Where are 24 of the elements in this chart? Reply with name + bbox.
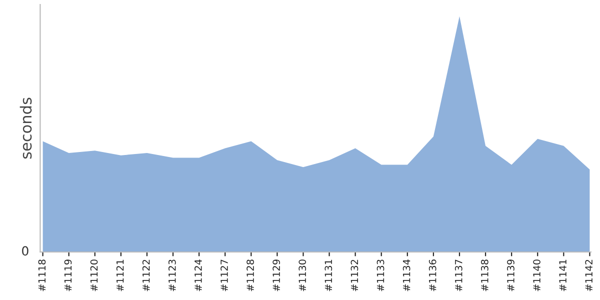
x-tick-label: #1122 (142, 260, 150, 292)
x-tick-label: #1141 (559, 260, 566, 292)
text: 0 (22, 246, 28, 256)
x-tick-label: #1134 (402, 259, 410, 292)
x-tick-label: #1133 (376, 260, 384, 292)
x-tick-label: #1129 (272, 260, 280, 292)
x-tick-label: #1132 (350, 260, 358, 292)
x-tick-label: #1131 (324, 260, 332, 292)
x-tick-label: #1120 (90, 260, 98, 292)
x-tick-label: #1128 (246, 260, 254, 292)
x-tick-label: #1137 (454, 260, 462, 292)
x-tick-label: #1123 (168, 260, 176, 292)
x-tick-label: #1140 (533, 260, 540, 292)
x-tick-label: #1127 (220, 260, 228, 292)
y-axis-title: seconds (20, 98, 32, 159)
x-tick-label: #1138 (480, 260, 488, 292)
x-tick-label: #1142 (585, 260, 592, 292)
x-tick-label: #1121 (116, 260, 124, 292)
x-tick-label: #1130 (298, 260, 306, 292)
x-tick-label: #1118 (38, 260, 46, 292)
x-tick-label: #1119 (64, 260, 72, 292)
x-tick-label: #1124 (194, 259, 202, 292)
x-tick-label: #1139 (507, 260, 514, 292)
x-tick-label: #1136 (428, 260, 436, 292)
